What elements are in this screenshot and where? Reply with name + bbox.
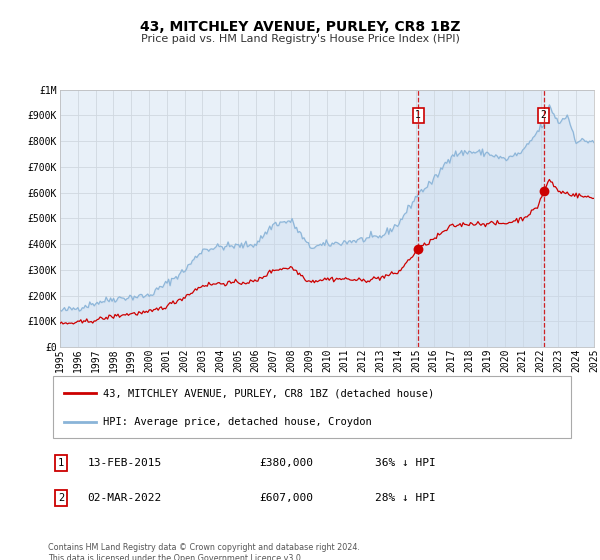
Text: 36% ↓ HPI: 36% ↓ HPI bbox=[376, 458, 436, 468]
FancyBboxPatch shape bbox=[53, 376, 571, 438]
Text: Price paid vs. HM Land Registry's House Price Index (HPI): Price paid vs. HM Land Registry's House … bbox=[140, 34, 460, 44]
Text: 43, MITCHLEY AVENUE, PURLEY, CR8 1BZ (detached house): 43, MITCHLEY AVENUE, PURLEY, CR8 1BZ (de… bbox=[103, 388, 434, 398]
Text: HPI: Average price, detached house, Croydon: HPI: Average price, detached house, Croy… bbox=[103, 417, 372, 427]
Text: 43, MITCHLEY AVENUE, PURLEY, CR8 1BZ: 43, MITCHLEY AVENUE, PURLEY, CR8 1BZ bbox=[140, 20, 460, 34]
Text: 1: 1 bbox=[58, 458, 64, 468]
Text: Contains HM Land Registry data © Crown copyright and database right 2024.
This d: Contains HM Land Registry data © Crown c… bbox=[48, 543, 360, 560]
Text: 1: 1 bbox=[415, 110, 421, 120]
Text: 13-FEB-2015: 13-FEB-2015 bbox=[88, 458, 162, 468]
Point bbox=[413, 245, 423, 254]
Text: 2: 2 bbox=[58, 493, 64, 503]
Point bbox=[539, 186, 548, 195]
Text: £607,000: £607,000 bbox=[259, 493, 313, 503]
Bar bbox=[418, 90, 544, 347]
Text: 02-MAR-2022: 02-MAR-2022 bbox=[88, 493, 162, 503]
Text: £380,000: £380,000 bbox=[259, 458, 313, 468]
Text: 28% ↓ HPI: 28% ↓ HPI bbox=[376, 493, 436, 503]
Text: 2: 2 bbox=[541, 110, 547, 120]
